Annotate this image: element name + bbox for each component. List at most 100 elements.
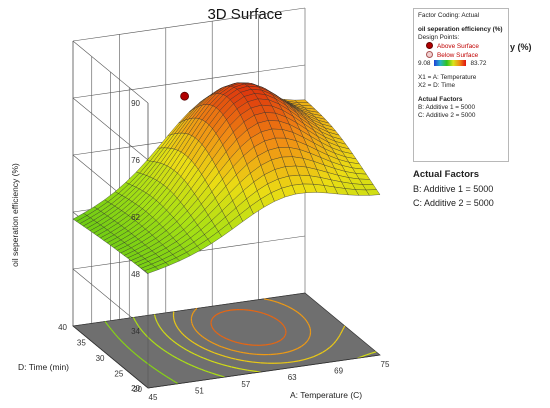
floor-contour-segment bbox=[230, 357, 236, 360]
floor-contour-segment bbox=[287, 305, 291, 309]
floor-contour-segment bbox=[232, 349, 239, 353]
floor-contour-segment bbox=[298, 359, 305, 362]
floor-contour-segment bbox=[194, 366, 199, 369]
floor-contour-segment bbox=[158, 346, 162, 349]
floor-contour-segment bbox=[264, 298, 270, 301]
floor-contour-segment bbox=[182, 333, 185, 337]
floor-contour-segment bbox=[206, 339, 210, 342]
floor-contour-segment bbox=[170, 338, 174, 342]
floor-contour-segment bbox=[149, 338, 152, 341]
floor-contour-segment bbox=[156, 321, 158, 323]
floor-contour-segment bbox=[333, 340, 337, 344]
response-title-fragment: y (%) bbox=[510, 42, 532, 52]
floor-contour-segment bbox=[175, 325, 178, 328]
floor-contour-segment bbox=[222, 364, 228, 367]
z-tick-label: 48 bbox=[131, 270, 140, 279]
floor-contour-segment bbox=[281, 323, 284, 326]
floor-contour-segment bbox=[164, 332, 167, 335]
floor-contour-segment bbox=[269, 299, 274, 302]
floor-contour-segment bbox=[218, 333, 221, 337]
floor-contour-segment bbox=[175, 323, 177, 327]
floor-contour-segment bbox=[340, 331, 343, 334]
floor-contour-segment bbox=[191, 364, 196, 368]
floor-contour-segment bbox=[174, 341, 178, 345]
floor-contour-segment bbox=[160, 347, 164, 351]
floor-contour-segment bbox=[343, 325, 346, 328]
floor-contour-segment bbox=[194, 342, 198, 346]
floor-contour-segment bbox=[332, 342, 335, 345]
floor-contour-segment bbox=[235, 358, 242, 361]
floor-contour-segment bbox=[329, 345, 333, 348]
floor-contour-segment bbox=[196, 354, 198, 357]
floor-contour-segment bbox=[138, 356, 141, 359]
floor-contour-segment bbox=[136, 323, 139, 327]
x-tick-label: 51 bbox=[195, 386, 204, 395]
floor-contour-segment bbox=[137, 325, 140, 328]
floor-contour-segment bbox=[237, 341, 243, 345]
floor-contour-segment bbox=[339, 333, 342, 336]
floor-contour-segment bbox=[156, 344, 160, 347]
floor-contour-segment bbox=[199, 367, 202, 371]
floor-contour-segment bbox=[177, 357, 181, 361]
floor-contour-segment bbox=[209, 340, 213, 344]
floor-contour-segment bbox=[299, 313, 302, 316]
floor-contour-segment bbox=[183, 335, 187, 338]
back-wall-grid-line bbox=[72, 64, 306, 99]
floor-contour-segment bbox=[133, 318, 136, 322]
design-point-above bbox=[180, 91, 190, 101]
floor-contour-segment bbox=[105, 322, 109, 326]
floor-contour-segment bbox=[292, 348, 298, 352]
floor-contour-segment bbox=[182, 360, 185, 363]
floor-contour-segment bbox=[195, 307, 198, 310]
floor-contour-segment bbox=[246, 360, 253, 363]
floor-contour-segment bbox=[267, 314, 271, 317]
floor-contour-segment bbox=[308, 324, 311, 328]
floor-contour-segment bbox=[168, 337, 172, 340]
z-tick-label: 34 bbox=[131, 327, 140, 336]
floor-contour-segment bbox=[217, 344, 220, 347]
legend-x1: X1 = A: Temperature bbox=[418, 74, 477, 81]
floor-contour-segment bbox=[113, 332, 116, 335]
floor-contour-segment bbox=[211, 351, 215, 354]
floor-contour-segment bbox=[283, 335, 286, 338]
floor-contour-segment bbox=[191, 312, 194, 315]
floor-contour-segment bbox=[366, 352, 372, 356]
floor-contour-segment bbox=[307, 323, 310, 326]
floor-contour-segment bbox=[155, 319, 158, 322]
floor-contour-segment bbox=[150, 365, 154, 368]
floor-contour-segment bbox=[308, 336, 311, 339]
floor-contour-segment bbox=[125, 345, 129, 348]
floor-contour-segment bbox=[223, 336, 227, 340]
z-tick-label: 76 bbox=[131, 156, 140, 165]
floor-contour-segment bbox=[295, 310, 298, 313]
floor-contour-segment bbox=[370, 351, 376, 354]
floor-contour-segment bbox=[161, 329, 164, 332]
floor-contour-segment bbox=[179, 359, 184, 362]
floor-contour-segment bbox=[202, 336, 205, 339]
floor-contour-segment bbox=[188, 363, 192, 366]
floor-contour-segment bbox=[200, 356, 205, 359]
floor-contour-segment bbox=[289, 349, 294, 353]
floor-contour-segment bbox=[174, 322, 177, 325]
floor-contour-segment bbox=[183, 347, 187, 351]
floor-contour-segment bbox=[163, 374, 167, 377]
floor-contour-segment bbox=[180, 331, 184, 335]
floor-contour-segment bbox=[108, 325, 111, 329]
floor-contour-segment bbox=[167, 352, 171, 355]
floor-contour-segment bbox=[172, 340, 176, 343]
legend-factor-c: C: Additive 2 = 5000 bbox=[418, 112, 476, 119]
floor-contour-segment bbox=[157, 324, 160, 327]
floor-contour-segment bbox=[152, 366, 156, 370]
floor-contour-segment bbox=[144, 333, 147, 336]
floor-contour-segment bbox=[157, 322, 159, 326]
floor-contour-segment bbox=[142, 331, 146, 335]
floor-contour-segment bbox=[281, 303, 285, 306]
floor-contour-segment bbox=[191, 352, 195, 355]
floor-contour-segment bbox=[218, 353, 223, 357]
floor-contour-segment bbox=[178, 344, 182, 348]
floor-contour-segment bbox=[162, 330, 165, 334]
floor-contour-segment bbox=[207, 359, 211, 362]
floor-contour-segment bbox=[164, 350, 168, 354]
floor-contour-segment bbox=[237, 351, 241, 353]
floor-contour-segment bbox=[179, 330, 182, 333]
